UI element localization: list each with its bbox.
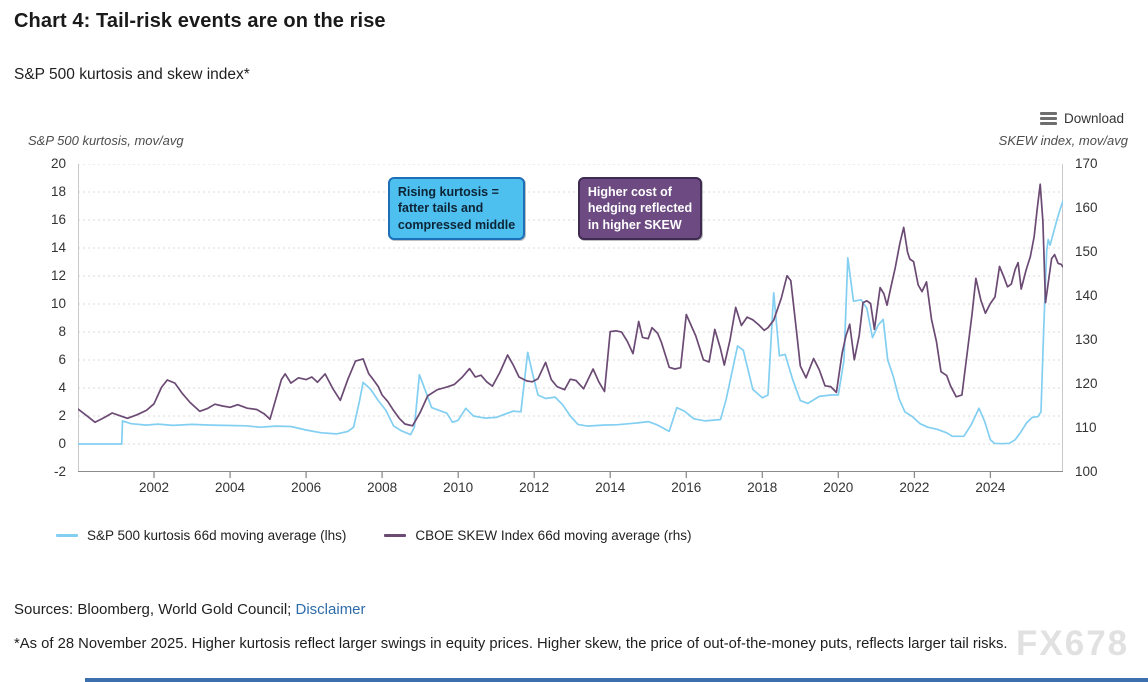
x-axis-tick-label: 2004 [215,480,246,495]
x-axis-tick-label: 2010 [443,480,474,495]
y-axis-tick-label: 120 [1075,376,1098,391]
y-axis-tick-label: 4 [58,380,66,395]
chart-plot-svg [78,164,1063,478]
y-axis-tick-label: 12 [50,268,66,283]
x-axis-tick-label: 2020 [823,480,854,495]
y-axis-tick-label: 6 [58,352,66,367]
y-axis-tick-label: 160 [1075,200,1098,215]
y-axis-tick-label: 140 [1075,288,1098,303]
chart-legend: S&P 500 kurtosis 66d moving average (lhs… [56,528,692,543]
y-axis-tick-label: 10 [50,296,66,311]
y-axis-tick-label: 0 [58,436,66,451]
chart-subtitle: S&P 500 kurtosis and skew index* [14,66,250,83]
x-axis-tick-label: 2022 [899,480,930,495]
y-axis-tick-label: 20 [50,156,66,171]
x-axis-tick-label: 2006 [291,480,322,495]
sources-text: Sources: Bloomberg, World Gold Council; [14,601,296,618]
bottom-accent-bar [85,678,1148,682]
skew-line-swatch [384,534,407,537]
y-axis-tick-label: 18 [50,184,66,199]
x-axis-tick-label: 2014 [595,480,626,495]
y-axis-tick-label: 8 [58,324,66,339]
legend-label: CBOE SKEW Index 66d moving average (rhs) [415,528,692,543]
series-line-0 [78,200,1063,445]
y-axis-tick-label: 14 [50,240,66,255]
x-axis-tick-label: 2018 [747,480,778,495]
y-axis-tick-label: 2 [58,408,66,423]
footnote: *As of 28 November 2025. Higher kurtosis… [14,636,1008,652]
y-axis-tick-label: 16 [50,212,66,227]
series-line-1 [78,183,1063,427]
y-axis-tick-label: 150 [1075,244,1098,259]
y-axis-tick-label: 100 [1075,464,1098,479]
watermark: FX678 [1016,624,1130,663]
left-axis-tick-labels: 20 18 16 14 12 10 8 6 4 2 0 -2 [0,156,70,479]
x-axis-tick-label: 2008 [367,480,398,495]
x-axis-tick-label: 2024 [975,480,1006,495]
page-title: Chart 4: Tail-risk events are on the ris… [14,10,386,32]
x-axis-tick-label: 2016 [671,480,702,495]
legend-item-kurtosis[interactable]: S&P 500 kurtosis 66d moving average (lhs… [56,528,346,543]
sources-line: Sources: Bloomberg, World Gold Council; … [14,601,366,618]
download-button[interactable]: Download [1039,111,1124,126]
right-axis-title: SKEW index, mov/avg [998,133,1128,148]
y-axis-tick-label: 130 [1075,332,1098,347]
hamburger-menu-icon [1039,112,1057,125]
legend-label: S&P 500 kurtosis 66d moving average (lhs… [87,528,347,543]
y-axis-tick-label: 170 [1075,156,1098,171]
x-axis-tick-label: 2012 [519,480,550,495]
right-axis-tick-labels: 170 160 150 140 130 120 110 100 [1072,156,1132,479]
y-axis-tick-label: 110 [1075,420,1097,435]
left-axis-title: S&P 500 kurtosis, mov/avg [28,133,184,148]
x-axis-tick-labels: 2002 2004 2006 2008 2010 2012 2014 2016 2018 2020… [78,480,1063,500]
y-axis-tick-label: -2 [53,464,66,479]
disclaimer-link[interactable]: Disclaimer [295,601,366,618]
legend-item-skew[interactable]: CBOE SKEW Index 66d moving average (rhs) [384,528,692,543]
x-axis-tick-label: 2002 [139,480,170,495]
download-label: Download [1063,111,1124,126]
kurtosis-line-swatch [56,534,78,537]
